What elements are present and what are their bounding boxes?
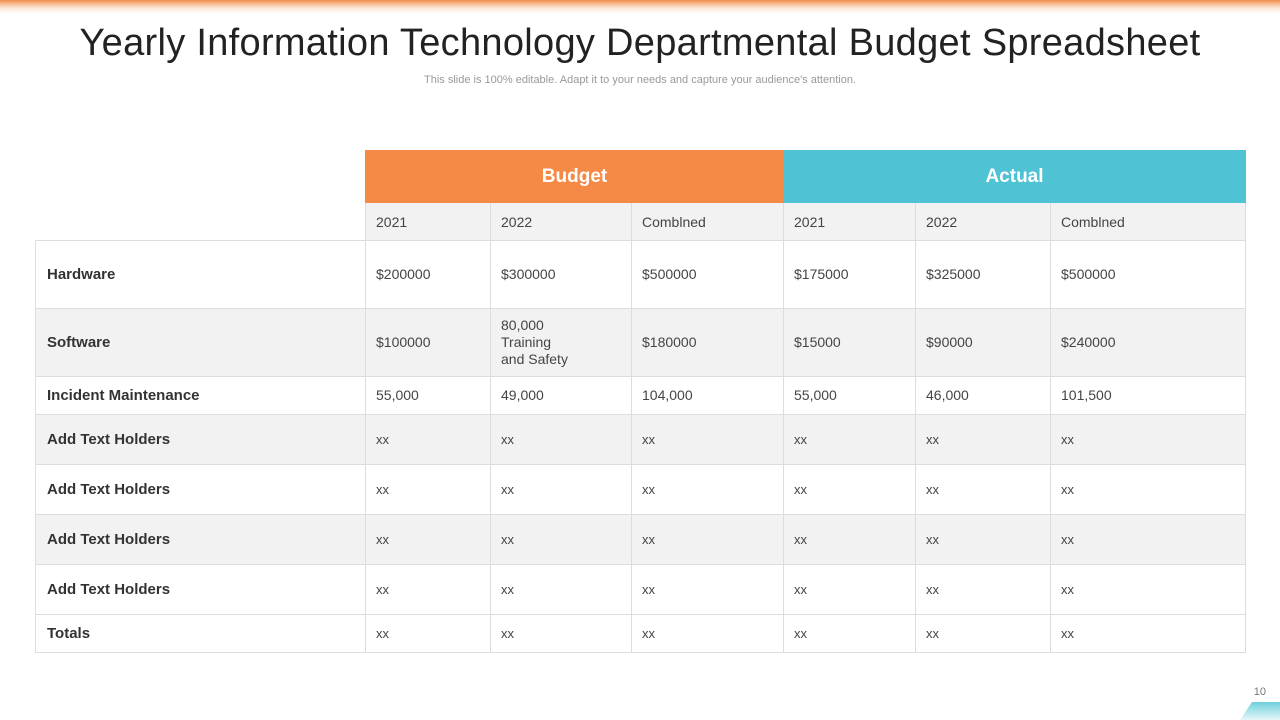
table-cell: xx [783, 614, 916, 653]
table-cell: xx [783, 464, 916, 515]
table-cell: 55,000 [783, 376, 916, 415]
page-number: 10 [1253, 686, 1266, 698]
table-cell: $200000 [365, 240, 491, 309]
row-label: Incident Maintenance [35, 376, 366, 415]
table-cell: 101,500 [1050, 376, 1246, 415]
row-label: Add Text Holders [35, 514, 366, 565]
table-cell: xx [783, 414, 916, 465]
table-cell: 80,000 Training and Safety [490, 308, 632, 377]
table-cell: $175000 [783, 240, 916, 309]
table-cell: xx [1050, 564, 1246, 615]
column-header: 2022 [490, 202, 632, 241]
page-subtitle: This slide is 100% editable. Adapt it to… [424, 74, 856, 86]
table-cell: xx [915, 614, 1051, 653]
table-cell: xx [490, 614, 632, 653]
row-label: Add Text Holders [35, 464, 366, 515]
corner-decoration [1240, 702, 1280, 720]
table-cell: xx [490, 514, 632, 565]
table-row: Add Text Holders xx xx xx xx xx xx [35, 564, 1246, 615]
table-cell: xx [365, 564, 491, 615]
corner-cell [35, 150, 366, 241]
budget-header: Budget [365, 150, 784, 203]
table-cell: xx [1050, 464, 1246, 515]
table-cell: 104,000 [631, 376, 784, 415]
table-cell: xx [1050, 614, 1246, 653]
table-cell: xx [1050, 514, 1246, 565]
table-row: Add Text Holders xx xx xx xx xx xx [35, 514, 1246, 565]
table-cell: xx [783, 564, 916, 615]
table-row: Add Text Holders xx xx xx xx xx xx [35, 464, 1246, 515]
table-cell: xx [631, 514, 784, 565]
column-header: 2022 [915, 202, 1051, 241]
page-title: Yearly Information Technology Department… [79, 22, 1201, 64]
row-label: Totals [35, 614, 366, 653]
row-label: Add Text Holders [35, 564, 366, 615]
table-cell: xx [365, 464, 491, 515]
column-header: 2021 [365, 202, 491, 241]
row-label: Hardware [35, 240, 366, 309]
column-header: 2021 [783, 202, 916, 241]
table-row: Hardware $200000 $300000 $500000 $175000 $325… [35, 240, 1246, 309]
table-cell: xx [915, 464, 1051, 515]
table-cell: 49,000 [490, 376, 632, 415]
table-cell: xx [783, 514, 916, 565]
table-cell: $300000 [490, 240, 632, 309]
table-cell: $325000 [915, 240, 1051, 309]
table-row: Software $100000 80,000 Training and Safet… [35, 308, 1246, 377]
budget-table: Budget Actual 2021 2022 Comblned 2021 2022 Co… [35, 150, 1246, 653]
table-cell: $500000 [1050, 240, 1246, 309]
table-cell: xx [915, 414, 1051, 465]
table-cell: xx [490, 564, 632, 615]
table-cell: 46,000 [915, 376, 1051, 415]
table-cell: xx [915, 564, 1051, 615]
table-cell: xx [490, 414, 632, 465]
actual-header: Actual [783, 150, 1246, 203]
table-cell: xx [631, 464, 784, 515]
table-cell: $180000 [631, 308, 784, 377]
top-accent-bar [0, 0, 1280, 14]
table-cell: xx [915, 514, 1051, 565]
table-cell: xx [490, 464, 632, 515]
row-label: Software [35, 308, 366, 377]
table-cell: xx [365, 514, 491, 565]
table-row: Incident Maintenance 55,000 49,000 104,000 5… [35, 376, 1246, 415]
table-cell: xx [365, 614, 491, 653]
table-cell: xx [631, 614, 784, 653]
column-header: Comblned [1050, 202, 1246, 241]
table-cell: $90000 [915, 308, 1051, 377]
table-cell: $15000 [783, 308, 916, 377]
table-row: Add Text Holders xx xx xx xx xx xx [35, 414, 1246, 465]
table-cell: $500000 [631, 240, 784, 309]
column-header: Comblned [631, 202, 784, 241]
table-row: Totals xx xx xx xx xx xx [35, 614, 1246, 653]
row-label: Add Text Holders [35, 414, 366, 465]
table-cell: $100000 [365, 308, 491, 377]
table-cell: $240000 [1050, 308, 1246, 377]
table-cell: xx [631, 564, 784, 615]
table-cell: xx [1050, 414, 1246, 465]
table-cell: xx [631, 414, 784, 465]
table-cell: xx [365, 414, 491, 465]
table-cell: 55,000 [365, 376, 491, 415]
